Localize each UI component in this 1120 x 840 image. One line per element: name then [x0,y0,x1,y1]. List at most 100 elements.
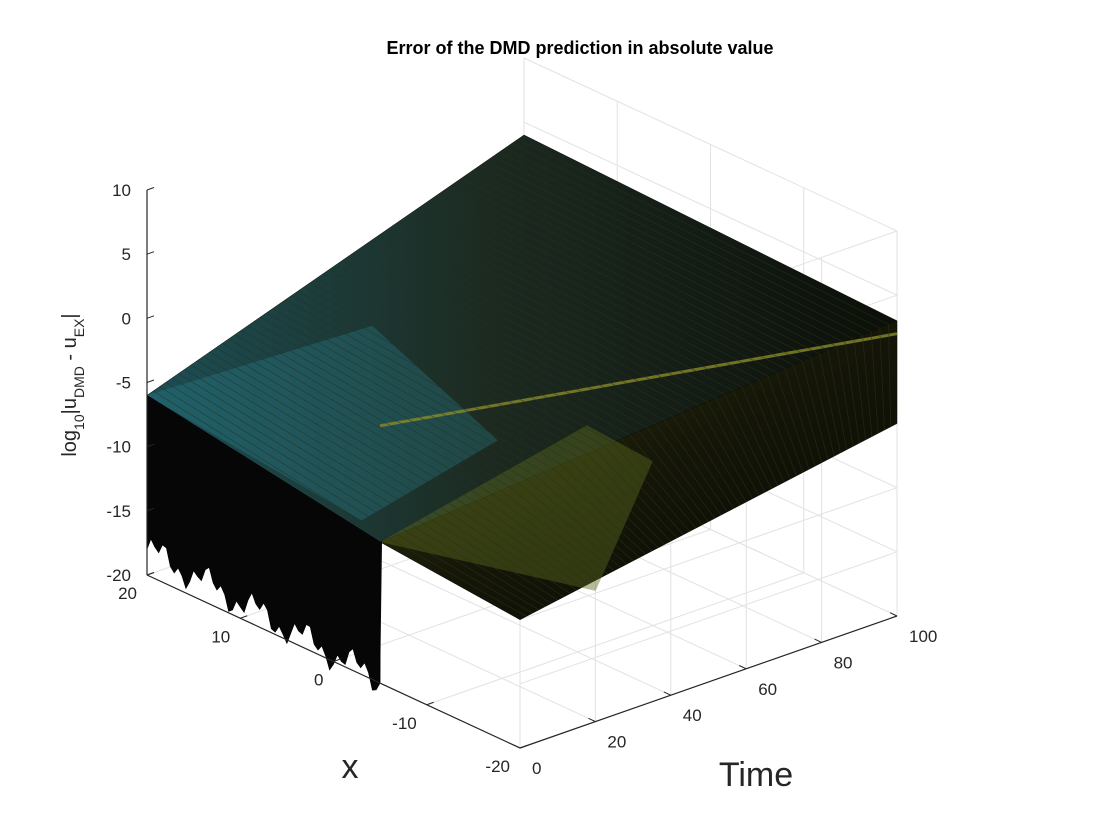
surface-mesh-line [285,299,659,548]
surface-mesh-line [303,286,678,539]
x-tick-mark [146,572,155,576]
z-axis-title-open: |u [59,398,81,414]
axes [146,187,898,749]
time-axis-title: Time [719,756,793,794]
z-axis-title: log10|uDMD - uEX| [59,313,87,456]
surface-mesh-line [341,260,716,519]
surface-mesh-line [266,312,640,558]
z-tick-label: -15 [106,502,131,521]
error-surface [146,134,898,691]
z-axis-title-close: | [59,313,81,318]
surface-mesh-line [360,247,734,509]
z-tick-label: 0 [122,309,131,328]
z-axis-title-log: log [59,430,81,457]
surface-mesh-line [316,277,690,532]
surface-mesh-line [291,295,665,545]
x-tick-label: -10 [392,714,417,733]
time-tick-label: 0 [532,759,541,778]
surface-mesh-line [366,243,741,506]
surface-mesh-line [209,351,584,588]
surface-mesh-line [435,195,810,470]
surface-mesh-line [171,377,546,607]
surface-mesh-line [228,338,602,578]
time-tick-label: 80 [834,653,853,672]
surface-mesh-line [347,256,722,516]
surface-mesh-line [448,186,822,463]
surface-mesh-line [310,282,684,535]
grid-line [523,121,898,296]
z-tick-mark [146,315,155,319]
surface-mesh-line [517,138,892,427]
surface-mesh-line [322,273,697,529]
surface-mesh-line [486,160,860,444]
time-tick-mark [814,638,822,643]
surface-mesh-line [203,355,577,591]
time-tick-label: 100 [909,627,937,646]
surface-mesh-line [511,143,885,431]
x-tick-mark [240,615,248,619]
surface-mesh-line [454,182,829,460]
surface-mesh-line [423,204,797,476]
z-axis-title-sub1: DMD [71,366,87,398]
surface-mesh-line [329,269,703,526]
surface-mesh-line [259,316,634,562]
x-tick-mark [519,745,528,749]
surface-mesh-line [404,217,778,486]
surface-front-edge [380,541,382,684]
surface-mesh-line [197,360,571,594]
z-tick-label: -5 [116,374,131,393]
time-tick-mark [889,612,898,617]
surface-mesh-line [398,221,772,490]
z-tick-label: -20 [106,566,131,585]
z-tick-label: -10 [106,438,131,457]
surface-mesh-line [165,381,540,611]
surface-mesh-line [373,238,747,503]
surface-mesh-line [297,290,672,542]
surface-mesh-line [234,334,609,575]
x-tick-label: 0 [314,671,323,690]
z-tick-mark [146,507,155,512]
surface-mesh-line [379,234,753,499]
surface-mesh-line [159,386,533,614]
surface-mesh-line [241,329,615,571]
surface-mesh-line [278,303,653,552]
time-tick-mark [588,717,596,723]
z-tick-label: 10 [112,181,131,200]
time-tick-label: 20 [607,733,626,752]
surface-mesh-line [391,225,766,493]
surface-mesh-line [417,208,791,480]
surface-mesh-line [335,264,709,522]
time-tick-mark [738,665,747,670]
surface-mesh-line [504,147,879,434]
z-tick-mark [146,251,155,255]
surface-mesh-line [385,230,760,496]
z-axis-title-mid: - u [59,337,81,366]
surface-mesh-line [178,373,552,604]
x-tick-label: 10 [211,627,230,646]
surface-mesh-line [184,368,558,601]
x-tick-label: -20 [485,757,510,776]
surface-mesh-line [467,173,841,453]
z-tick-mark [146,187,155,191]
surface-mesh-line [222,342,596,581]
grid-line [519,487,898,621]
x-tick-label: 20 [118,584,137,603]
x-tick-mark [333,658,341,662]
grid-line [523,57,898,232]
surface-mesh-line [429,199,804,473]
x-axis-title: x [342,748,359,786]
surface-mesh-line [253,321,628,565]
surface-mesh-line [354,251,728,513]
surface-mesh-line [492,156,866,440]
surface-highlight [380,425,653,591]
grid-line [426,572,804,706]
z-tick-mark [146,443,155,448]
z-tick-mark [146,379,155,383]
surface-mesh-line [473,169,848,450]
z-axis-title-sub2: EX [71,318,87,337]
surface-mesh-line [247,325,621,568]
surface-mesh-line [272,308,646,555]
x-tick-mark [426,701,434,706]
surface-mesh-line [153,390,527,617]
